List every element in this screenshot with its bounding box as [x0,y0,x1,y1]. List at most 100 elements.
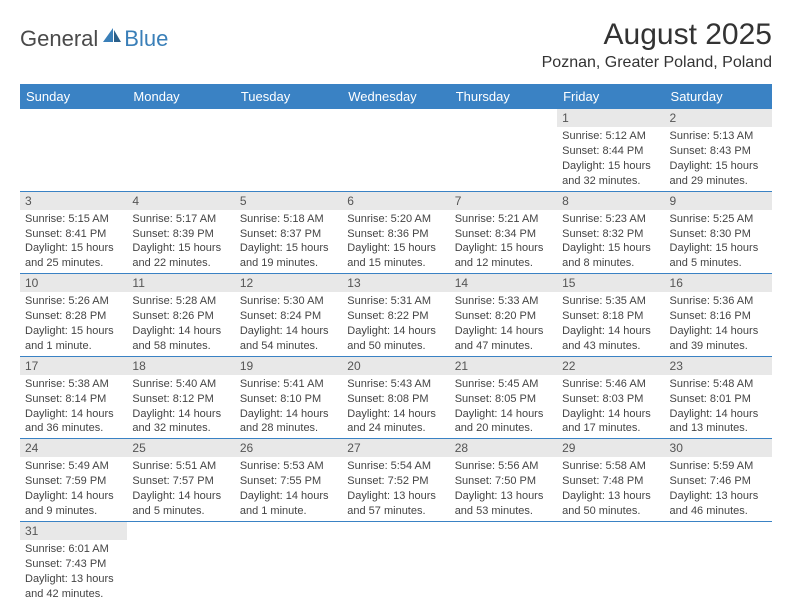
day-details: Sunrise: 5:13 AMSunset: 8:43 PMDaylight:… [665,127,772,190]
sunset-text: Sunset: 8:37 PM [240,227,337,242]
weekday-header-row: Sunday Monday Tuesday Wednesday Thursday… [20,84,772,109]
daylight-text-2: and 50 minutes. [347,339,444,354]
day-details: Sunrise: 5:20 AMSunset: 8:36 PMDaylight:… [342,210,449,273]
day-number: 31 [20,522,127,540]
day-number: 24 [20,439,127,457]
calendar-cell [342,521,449,603]
sunset-text: Sunset: 8:01 PM [670,392,767,407]
sunrise-text: Sunrise: 5:45 AM [455,377,552,392]
calendar-cell: 13Sunrise: 5:31 AMSunset: 8:22 PMDayligh… [342,274,449,357]
daylight-text-2: and 58 minutes. [132,339,229,354]
sunrise-text: Sunrise: 5:46 AM [562,377,659,392]
day-number: 1 [557,109,664,127]
sunset-text: Sunset: 8:32 PM [562,227,659,242]
daylight-text-1: Daylight: 14 hours [25,407,122,422]
day-number: 5 [235,192,342,210]
calendar-cell [342,109,449,191]
day-details: Sunrise: 5:58 AMSunset: 7:48 PMDaylight:… [557,457,664,520]
daylight-text-1: Daylight: 13 hours [347,489,444,504]
sunrise-text: Sunrise: 5:12 AM [562,129,659,144]
calendar-week-row: 10Sunrise: 5:26 AMSunset: 8:28 PMDayligh… [20,274,772,357]
daylight-text-2: and 8 minutes. [562,256,659,271]
sunrise-text: Sunrise: 5:15 AM [25,212,122,227]
sail-icon [101,26,123,52]
daylight-text-2: and 1 minute. [25,339,122,354]
day-number: 13 [342,274,449,292]
calendar-cell [127,109,234,191]
day-number: 7 [450,192,557,210]
weekday-header: Saturday [665,84,772,109]
day-number: 30 [665,439,772,457]
day-details: Sunrise: 5:35 AMSunset: 8:18 PMDaylight:… [557,292,664,355]
sunrise-text: Sunrise: 5:49 AM [25,459,122,474]
calendar-cell: 5Sunrise: 5:18 AMSunset: 8:37 PMDaylight… [235,191,342,274]
calendar-cell: 27Sunrise: 5:54 AMSunset: 7:52 PMDayligh… [342,439,449,522]
day-number: 22 [557,357,664,375]
calendar-cell: 1 Sunrise: 5:12 AMSunset: 8:44 PMDaylight… [557,109,664,191]
sunset-text: Sunset: 8:44 PM [562,144,659,159]
sunset-text: Sunset: 7:46 PM [670,474,767,489]
day-details: Sunrise: 5:51 AMSunset: 7:57 PMDaylight:… [127,457,234,520]
daylight-text-2: and 47 minutes. [455,339,552,354]
day-details: Sunrise: 5:49 AMSunset: 7:59 PMDaylight:… [20,457,127,520]
calendar-cell: 26Sunrise: 5:53 AMSunset: 7:55 PMDayligh… [235,439,342,522]
day-details: Sunrise: 5:33 AMSunset: 8:20 PMDaylight:… [450,292,557,355]
day-number: 27 [342,439,449,457]
daylight-text-2: and 17 minutes. [562,421,659,436]
sunrise-text: Sunrise: 6:01 AM [25,542,122,557]
calendar-cell: 24Sunrise: 5:49 AMSunset: 7:59 PMDayligh… [20,439,127,522]
sunrise-text: Sunrise: 5:40 AM [132,377,229,392]
day-details: Sunrise: 5:21 AMSunset: 8:34 PMDaylight:… [450,210,557,273]
day-number: 14 [450,274,557,292]
day-details: Sunrise: 5:28 AMSunset: 8:26 PMDaylight:… [127,292,234,355]
daylight-text-2: and 39 minutes. [670,339,767,354]
daylight-text-1: Daylight: 15 hours [562,159,659,174]
calendar-cell: 14Sunrise: 5:33 AMSunset: 8:20 PMDayligh… [450,274,557,357]
daylight-text-1: Daylight: 13 hours [670,489,767,504]
day-number: 11 [127,274,234,292]
sunset-text: Sunset: 8:36 PM [347,227,444,242]
calendar-week-row: 17Sunrise: 5:38 AMSunset: 8:14 PMDayligh… [20,356,772,439]
sunrise-text: Sunrise: 5:28 AM [132,294,229,309]
sunrise-text: Sunrise: 5:56 AM [455,459,552,474]
sunrise-text: Sunrise: 5:54 AM [347,459,444,474]
sunrise-text: Sunrise: 5:30 AM [240,294,337,309]
sunset-text: Sunset: 7:43 PM [25,557,122,572]
daylight-text-1: Daylight: 14 hours [240,324,337,339]
daylight-text-2: and 24 minutes. [347,421,444,436]
sunrise-text: Sunrise: 5:33 AM [455,294,552,309]
sunset-text: Sunset: 8:22 PM [347,309,444,324]
daylight-text-2: and 22 minutes. [132,256,229,271]
day-details: Sunrise: 5:38 AMSunset: 8:14 PMDaylight:… [20,375,127,438]
location: Poznan, Greater Poland, Poland [542,54,772,72]
sunset-text: Sunset: 8:05 PM [455,392,552,407]
daylight-text-2: and 32 minutes. [562,174,659,189]
sunset-text: Sunset: 8:28 PM [25,309,122,324]
day-number: 16 [665,274,772,292]
calendar-cell: 9Sunrise: 5:25 AMSunset: 8:30 PMDaylight… [665,191,772,274]
day-number: 21 [450,357,557,375]
sunset-text: Sunset: 8:39 PM [132,227,229,242]
calendar-cell: 17Sunrise: 5:38 AMSunset: 8:14 PMDayligh… [20,356,127,439]
calendar-cell: 30Sunrise: 5:59 AMSunset: 7:46 PMDayligh… [665,439,772,522]
calendar-week-row: 1 Sunrise: 5:12 AMSunset: 8:44 PMDaylight… [20,109,772,191]
daylight-text-1: Daylight: 15 hours [240,241,337,256]
daylight-text-2: and 54 minutes. [240,339,337,354]
daylight-text-1: Daylight: 14 hours [670,324,767,339]
calendar-cell: 2Sunrise: 5:13 AMSunset: 8:43 PMDaylight… [665,109,772,191]
sunset-text: Sunset: 8:12 PM [132,392,229,407]
day-details: Sunrise: 5:45 AMSunset: 8:05 PMDaylight:… [450,375,557,438]
daylight-text-1: Daylight: 15 hours [25,324,122,339]
day-number: 8 [557,192,664,210]
day-number: 10 [20,274,127,292]
day-number: 3 [20,192,127,210]
day-number: 20 [342,357,449,375]
day-details: Sunrise: 5:40 AMSunset: 8:12 PMDaylight:… [127,375,234,438]
daylight-text-1: Daylight: 14 hours [347,324,444,339]
daylight-text-2: and 53 minutes. [455,504,552,519]
day-details: Sunrise: 5:23 AMSunset: 8:32 PMDaylight:… [557,210,664,273]
sunrise-text: Sunrise: 5:53 AM [240,459,337,474]
calendar-cell [235,109,342,191]
calendar-cell [127,521,234,603]
sunset-text: Sunset: 8:26 PM [132,309,229,324]
